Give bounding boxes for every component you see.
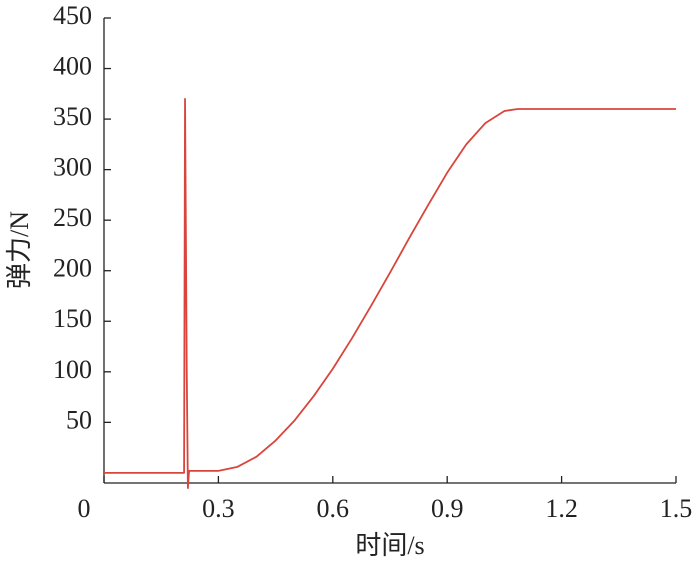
y-tick-label: 250: [53, 203, 92, 232]
y-tick-label: 200: [53, 254, 92, 283]
y-tick-label: 300: [53, 153, 92, 182]
y-tick-label: 350: [53, 102, 92, 131]
x-tick-label: 1.2: [545, 494, 578, 523]
x-tick-label: 0.3: [202, 494, 235, 523]
x-tick-label: 0: [78, 494, 91, 523]
x-axis-label: 时间/s: [355, 531, 424, 560]
y-tick-label: 100: [53, 355, 92, 384]
y-tick-label: 50: [66, 405, 92, 434]
y-axis-label: 弹力/N: [5, 211, 34, 289]
y-tick-label: 150: [53, 304, 92, 333]
y-tick-label: 400: [53, 52, 92, 81]
x-tick-label: 1.5: [660, 494, 693, 523]
x-tick-label: 0.9: [431, 494, 464, 523]
data-line: [104, 97, 676, 489]
x-tick-label: 0.6: [317, 494, 350, 523]
y-tick-label: 450: [53, 1, 92, 30]
